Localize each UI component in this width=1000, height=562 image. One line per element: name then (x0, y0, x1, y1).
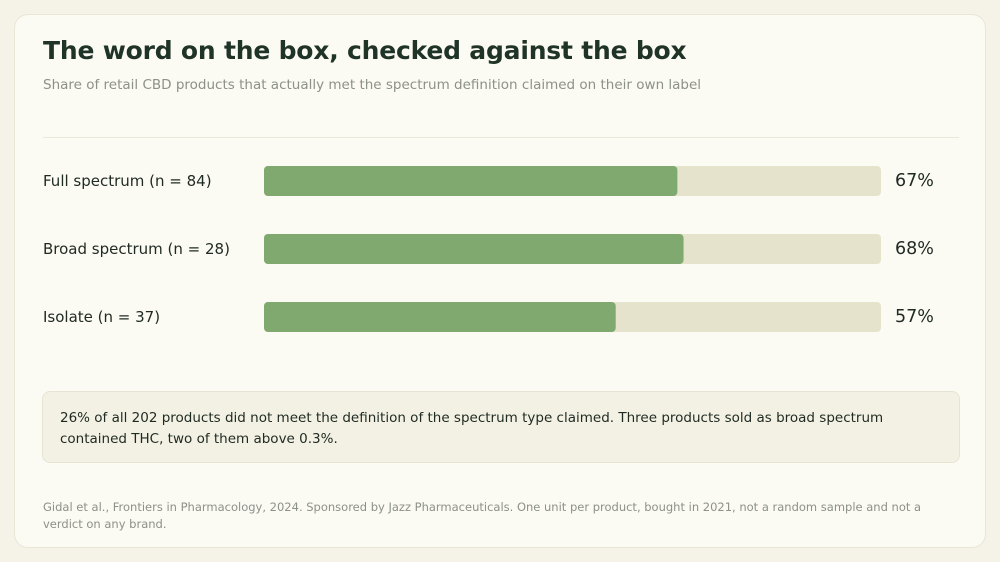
source-footnote: Gidal et al., Frontiers in Pharmacology,… (43, 500, 922, 531)
header-divider (43, 137, 959, 138)
bar-chart: Full spectrum (n = 84) 67% Broad spectrum … (43, 166, 934, 332)
category-label: Full spectrum (n = 84) (43, 172, 212, 190)
value-label: 67% (895, 171, 934, 191)
chart-subtitle: Share of retail CBD products that actual… (43, 77, 702, 93)
chart-card: The word on the box, checked against the… (14, 14, 986, 548)
category-label: Broad spectrum (n = 28) (43, 240, 230, 258)
summary-note: 26% of all 202 products did not meet the… (42, 391, 960, 463)
chart-title: The word on the box, checked against the… (43, 36, 687, 65)
value-label: 68% (895, 239, 934, 259)
category-label: Isolate (n = 37) (43, 308, 160, 326)
bar (264, 234, 684, 264)
bar (264, 302, 616, 332)
value-label: 57% (895, 307, 934, 327)
bar (264, 166, 678, 196)
